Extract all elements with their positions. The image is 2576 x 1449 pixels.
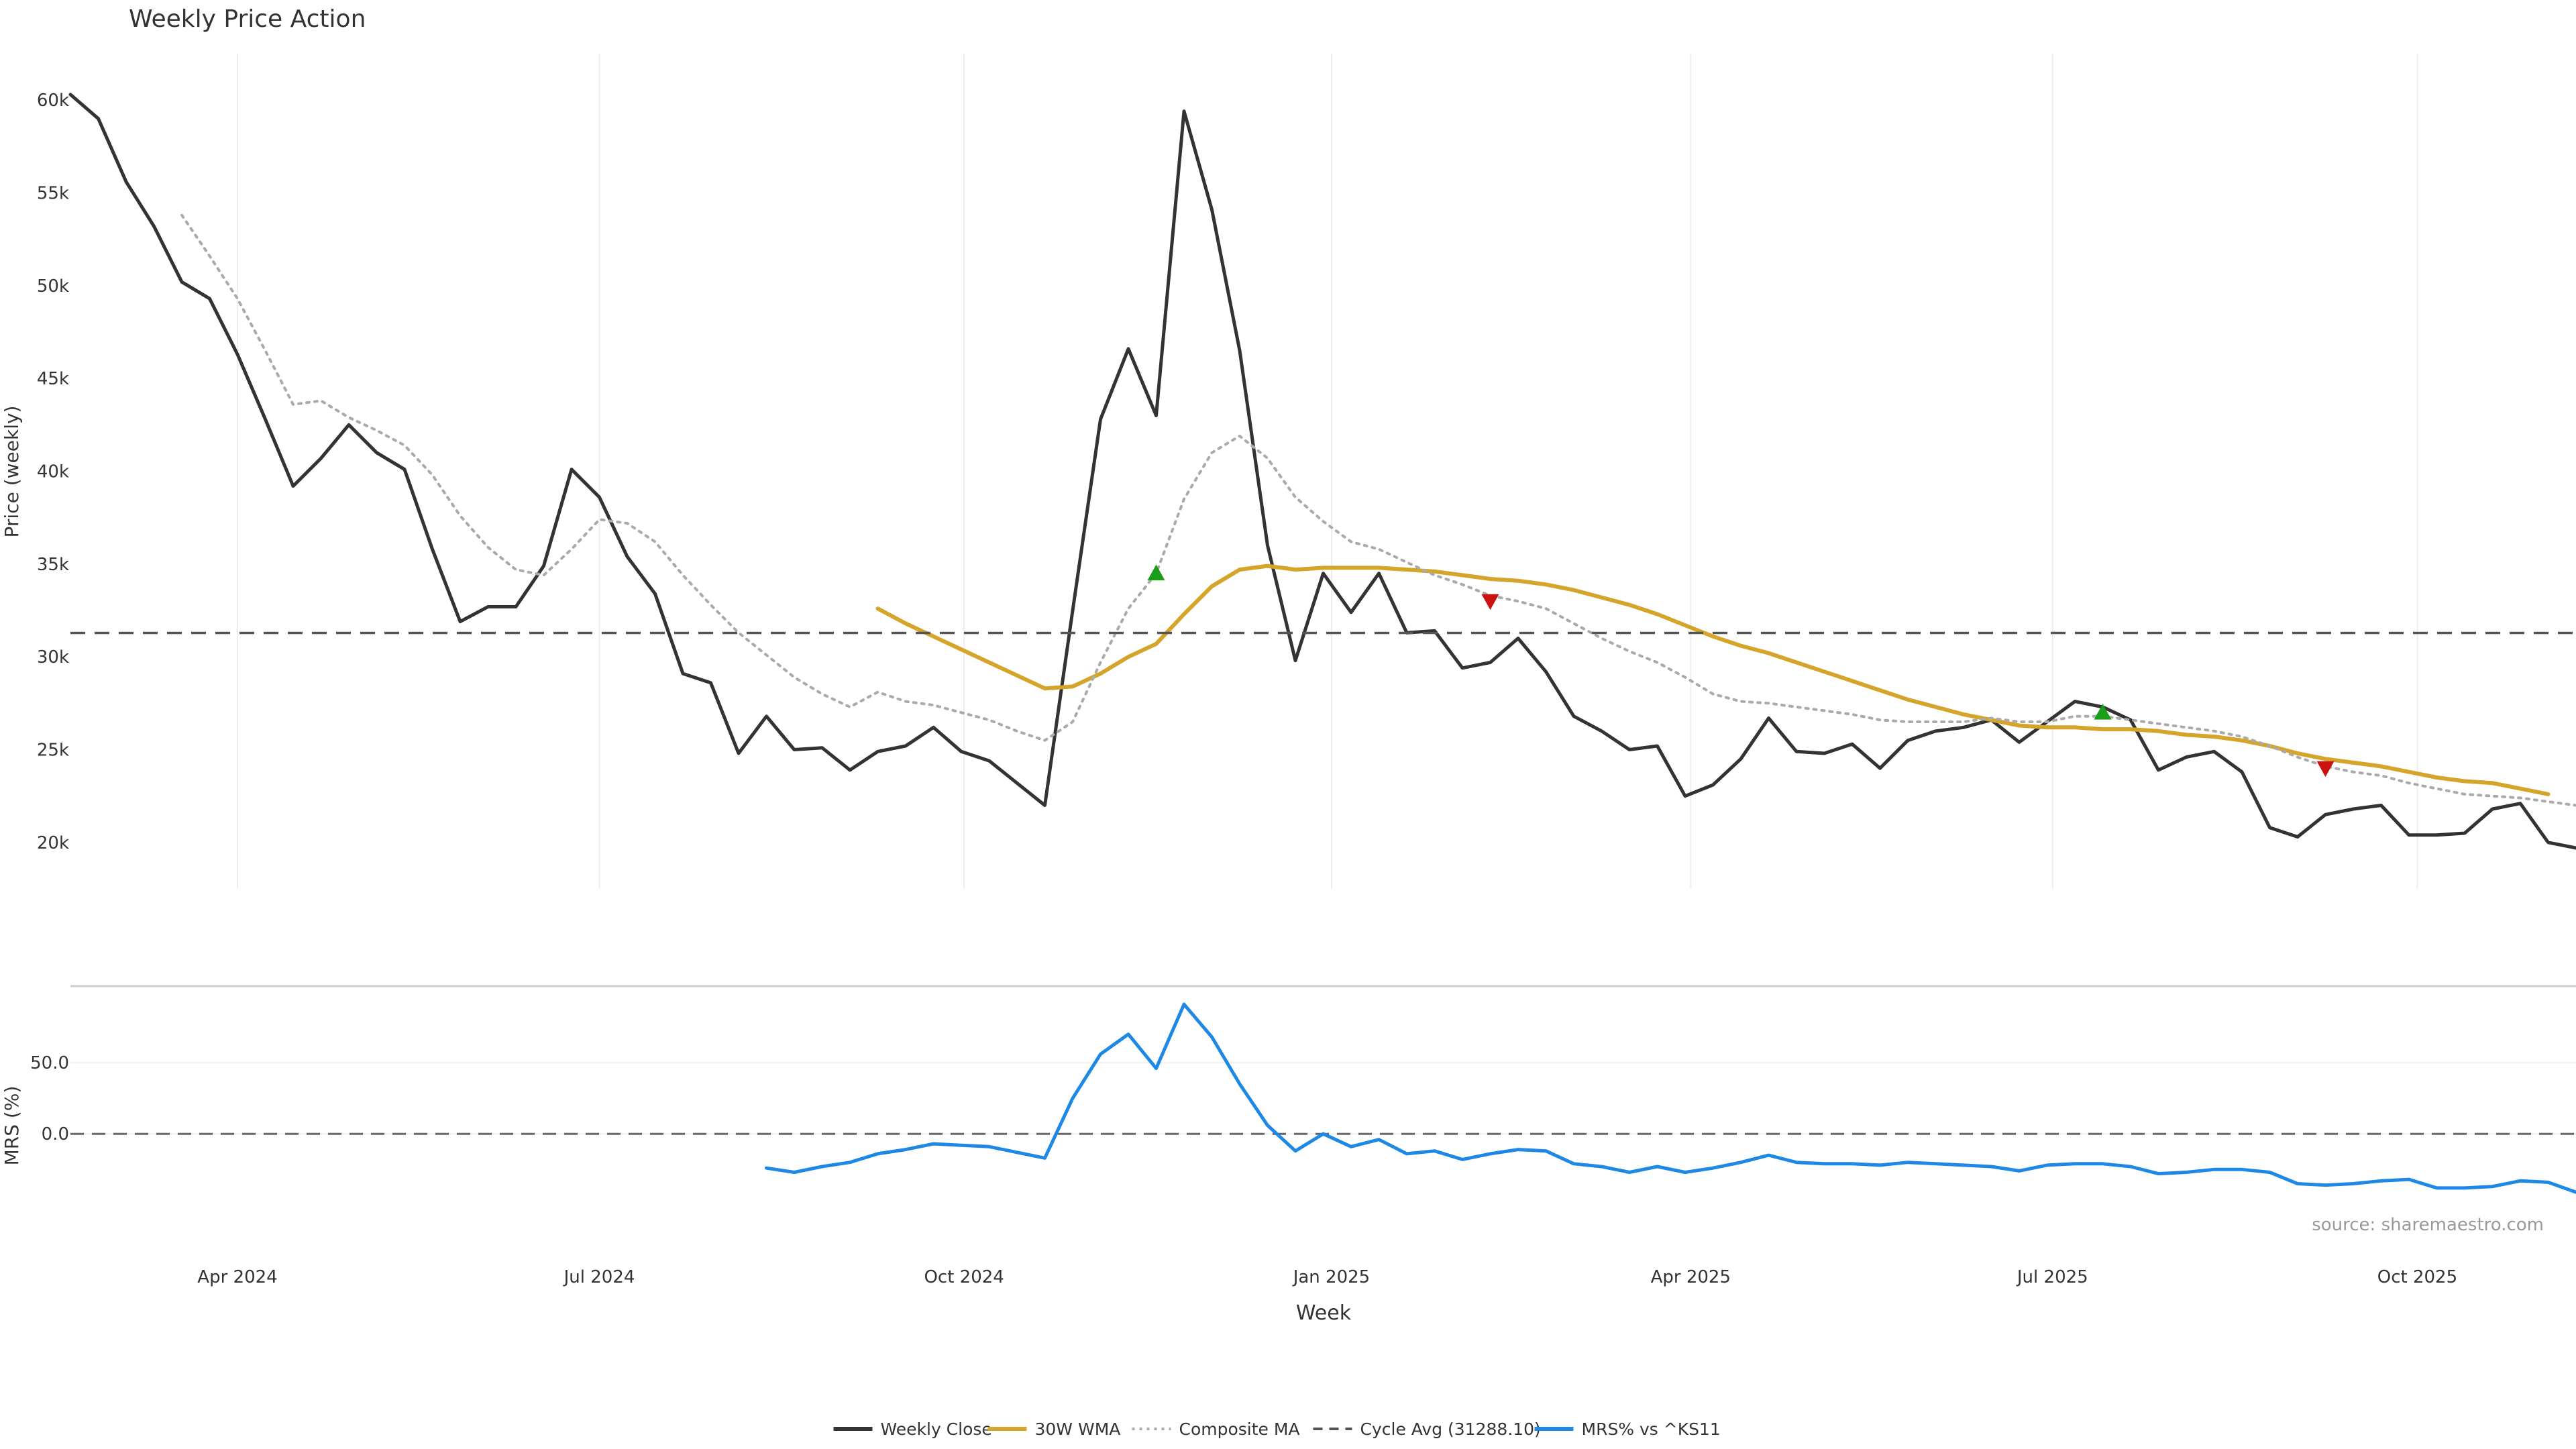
legend-label: MRS% vs ^KS11: [1582, 1419, 1721, 1439]
price-y-tick-label: 20k: [37, 833, 69, 853]
x-tick-label: Jul 2024: [563, 1267, 635, 1287]
mrs-y-ticks: 0.0 50.0: [30, 1053, 2576, 1144]
legend: Weekly Close 30W WMA Composite MA Cycle Avg…: [833, 1419, 1721, 1439]
sell-signal-marker: [1481, 594, 1499, 610]
buy-signal-marker: [1147, 564, 1165, 581]
x-tick-label: Jan 2025: [1292, 1267, 1371, 1287]
price-y-tick-label: 55k: [37, 184, 69, 204]
price-y-tick-label: 40k: [37, 462, 69, 482]
price-y-tick-label: 30k: [37, 647, 69, 667]
series-layer: [68, 93, 2576, 1194]
buy-signal-marker: [2094, 704, 2112, 720]
mrs-axis-label: MRS (%): [1, 1086, 23, 1166]
price-y-tick-label: 50k: [37, 276, 69, 297]
sell-signal-marker: [2316, 761, 2334, 777]
series-30w-wma: [875, 564, 2551, 796]
signals-layer: [1147, 564, 2334, 777]
price-axis-label: Price (weekly): [1, 406, 23, 538]
x-axis-label: Week: [1296, 1301, 1352, 1325]
x-tick-label: Apr 2025: [1651, 1267, 1731, 1287]
x-ticks: Apr 2024 Jul 2024 Oct 2024 Jan 2025 Apr 2025…: [197, 1267, 2457, 1287]
legend-label: Cycle Avg (31288.10): [1360, 1419, 1541, 1439]
source-credit: source: sharemaestro.com: [2312, 1215, 2544, 1235]
x-tick-label: Oct 2025: [2377, 1267, 2457, 1287]
chart-title: Weekly Price Action: [129, 5, 366, 33]
price-y-tick-label: 60k: [37, 91, 69, 111]
x-tick-label: Jul 2025: [2016, 1267, 2088, 1287]
x-tick-label: Apr 2024: [197, 1267, 277, 1287]
price-y-tick-label: 45k: [37, 369, 69, 389]
mrs-y-tick-label: 0.0: [42, 1124, 69, 1144]
price-y-tick-label: 25k: [37, 741, 69, 761]
series-mrs-vs-ks11: [765, 1002, 2576, 1194]
price-y-tick-label: 35k: [37, 555, 69, 575]
price-y-ticks: 20k 25k 30k 35k 40k 45k 50k 55k 60k: [37, 91, 69, 853]
legend-label: Composite MA: [1179, 1419, 1300, 1439]
series-composite-ma: [180, 213, 2576, 807]
legend-label: 30W WMA: [1035, 1419, 1121, 1439]
series-weekly-close: [68, 93, 2576, 850]
vertical-gridlines: [237, 54, 2418, 889]
mrs-y-tick-label: 50.0: [30, 1053, 69, 1073]
legend-label: Weekly Close: [881, 1419, 992, 1439]
x-tick-label: Oct 2024: [924, 1267, 1004, 1287]
